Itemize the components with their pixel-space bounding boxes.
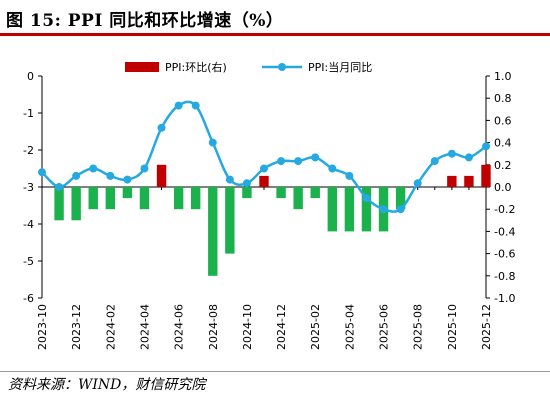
- bar-ppi-mom: [361, 187, 372, 232]
- bar-ppi-mom: [310, 187, 320, 199]
- bar-ppi-mom: [54, 187, 64, 221]
- point-ppi-yoy: [362, 194, 371, 203]
- point-ppi-yoy: [72, 171, 81, 180]
- point-ppi-yoy: [311, 153, 320, 162]
- point-ppi-yoy: [482, 142, 490, 151]
- bar-ppi-mom: [71, 187, 81, 221]
- x-tick-label: 2024-10: [241, 304, 254, 350]
- right-tick-label: 0.0: [494, 181, 512, 194]
- bar-ppi-mom: [242, 187, 252, 199]
- point-ppi-yoy: [345, 171, 354, 180]
- bar-ppi-mom: [395, 187, 406, 210]
- x-tick-label: 2025-06: [378, 304, 391, 350]
- point-ppi-yoy: [38, 168, 46, 177]
- bar-ppi-mom: [327, 187, 338, 232]
- point-ppi-yoy: [277, 157, 286, 166]
- point-ppi-yoy: [106, 171, 115, 180]
- x-tick-label: 2024-06: [173, 304, 186, 350]
- x-tick-label: 2023-12: [70, 304, 83, 350]
- point-ppi-yoy: [328, 164, 337, 173]
- chart-title: 图 15: PPI 同比和环比增速（%）: [6, 11, 284, 31]
- bar-ppi-mom: [173, 187, 184, 210]
- bar-ppi-mom: [190, 187, 201, 210]
- point-ppi-yoy: [242, 179, 251, 188]
- x-tick-label: 2025-08: [412, 304, 425, 350]
- point-ppi-yoy: [157, 123, 166, 132]
- legend-label-bar: PPI:环比(右): [165, 60, 227, 74]
- point-ppi-yoy: [447, 149, 456, 158]
- left-tick-label: -6: [23, 292, 34, 305]
- bar-ppi-mom: [208, 187, 218, 276]
- source-note: 资料来源：WIND，财信研究院: [8, 377, 206, 393]
- point-ppi-yoy: [208, 138, 217, 147]
- point-ppi-yoy: [55, 183, 64, 191]
- bar-ppi-mom: [156, 164, 167, 187]
- bar-ppi-mom: [139, 187, 150, 210]
- left-tick-label: -3: [23, 181, 34, 194]
- right-tick-label: 1.0: [494, 70, 512, 83]
- left-tick-label: 0: [27, 70, 34, 83]
- bar-ppi-mom: [259, 175, 269, 187]
- x-tick-label: 2025-12: [480, 304, 493, 350]
- point-ppi-yoy: [140, 164, 149, 173]
- left-tick-label: -1: [23, 107, 34, 120]
- x-tick-label: 2025-04: [343, 304, 356, 350]
- point-ppi-yoy: [396, 205, 405, 214]
- right-tick-label: 0.8: [494, 92, 512, 105]
- right-tick-label: -0.8: [494, 270, 515, 283]
- title-divider: [0, 33, 550, 36]
- x-tick-label: 2024-02: [104, 304, 117, 350]
- bar-ppi-mom: [447, 175, 457, 187]
- right-tick-label: 0.4: [494, 137, 512, 150]
- right-tick-label: -0.2: [494, 203, 515, 216]
- bar-ppi-mom: [276, 187, 286, 199]
- bar-ppi-mom: [481, 164, 491, 187]
- x-tick-label: 2023-10: [36, 304, 49, 350]
- left-tick-label: -4: [23, 218, 34, 231]
- bar-ppi-mom: [88, 187, 98, 210]
- bar-ppi-mom: [105, 187, 116, 210]
- point-ppi-yoy: [464, 153, 473, 162]
- legend-swatch-bar: [125, 62, 159, 72]
- x-tick-label: 2025-10: [446, 304, 459, 350]
- right-tick-label: -1.0: [494, 292, 515, 305]
- bar-ppi-mom: [122, 187, 133, 199]
- point-ppi-yoy: [430, 157, 439, 166]
- right-tick-label: -0.4: [494, 225, 515, 238]
- point-ppi-yoy: [225, 175, 234, 184]
- point-ppi-yoy: [123, 175, 132, 184]
- x-tick-label: 2024-12: [275, 304, 288, 350]
- x-tick-label: 2024-08: [207, 304, 220, 350]
- point-ppi-yoy: [294, 157, 303, 166]
- bar-ppi-mom: [293, 187, 303, 210]
- bar-ppi-mom: [464, 175, 474, 187]
- footer-divider: [0, 371, 550, 372]
- bar-ppi-mom: [344, 187, 355, 232]
- right-tick-label: 0.6: [494, 114, 512, 127]
- point-ppi-yoy: [191, 101, 200, 110]
- x-tick-label: 2025-02: [309, 304, 322, 350]
- legend-swatch-marker: [278, 63, 286, 71]
- point-ppi-yoy: [260, 164, 268, 173]
- left-tick-label: -2: [23, 144, 34, 157]
- bar-ppi-mom: [225, 187, 235, 254]
- legend-label-line: PPI:当月同比: [308, 60, 372, 74]
- x-tick-label: 2024-04: [138, 304, 151, 350]
- point-ppi-yoy: [174, 101, 183, 110]
- right-tick-label: -0.6: [494, 248, 515, 261]
- point-ppi-yoy: [89, 164, 98, 173]
- point-ppi-yoy: [413, 179, 422, 188]
- right-tick-label: 0.2: [494, 159, 512, 172]
- left-tick-label: -5: [23, 255, 34, 268]
- point-ppi-yoy: [379, 205, 388, 214]
